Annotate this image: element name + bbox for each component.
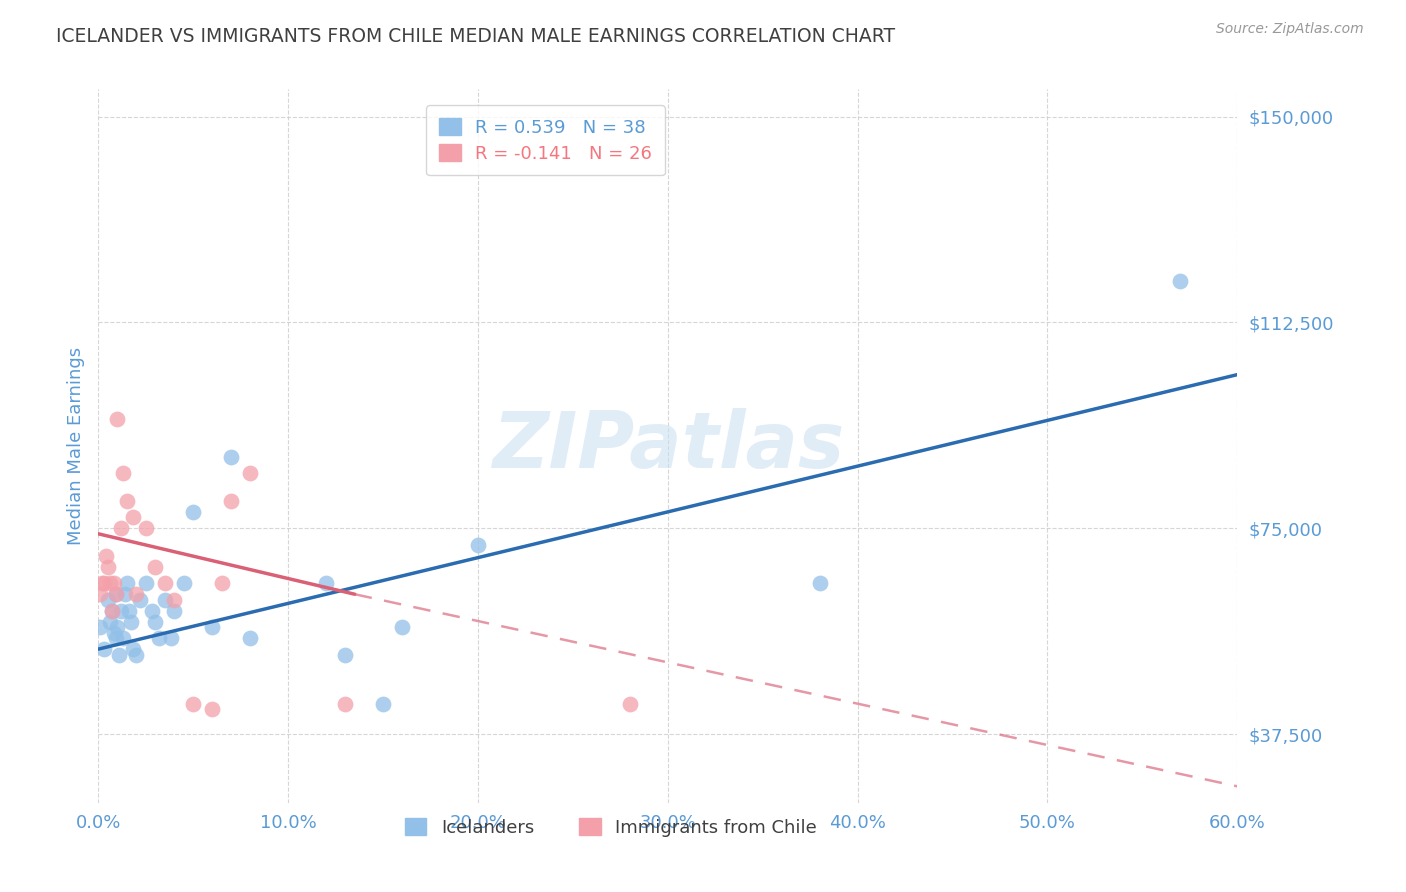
Point: [183, 697, 205, 711]
Point: [89, 620, 111, 634]
Point: [100, 604, 122, 618]
Point: [201, 702, 224, 716]
Point: [211, 576, 233, 591]
Point: [221, 494, 243, 508]
Y-axis label: Median Male Earnings: Median Male Earnings: [66, 347, 84, 545]
Point: [89, 587, 111, 601]
Point: [129, 592, 152, 607]
Point: [141, 604, 163, 618]
Point: [114, 587, 136, 601]
Point: [110, 521, 132, 535]
Point: [201, 620, 224, 634]
Point: [103, 625, 125, 640]
Point: [808, 576, 831, 591]
Point: [335, 697, 357, 711]
Point: [125, 587, 148, 601]
Point: [153, 592, 176, 607]
Point: [145, 615, 167, 629]
Point: [115, 576, 138, 591]
Point: [93, 642, 115, 657]
Point: [163, 604, 186, 618]
Point: [125, 648, 148, 662]
Point: [135, 576, 157, 591]
Point: [371, 697, 394, 711]
Point: [98, 576, 121, 591]
Text: Source: ZipAtlas.com: Source: ZipAtlas.com: [1216, 22, 1364, 37]
Point: [112, 467, 135, 481]
Point: [115, 494, 138, 508]
Point: [97, 559, 120, 574]
Point: [112, 631, 135, 645]
Point: [107, 620, 129, 634]
Point: [1170, 274, 1192, 288]
Point: [103, 576, 125, 591]
Point: [100, 604, 122, 618]
Point: [153, 576, 176, 591]
Point: [121, 642, 143, 657]
Point: [159, 631, 181, 645]
Point: [135, 521, 157, 535]
Point: [118, 604, 141, 618]
Point: [104, 587, 127, 601]
Point: [97, 592, 120, 607]
Point: [94, 549, 117, 563]
Point: [108, 648, 131, 662]
Point: [145, 559, 167, 574]
Text: ZIPatlas: ZIPatlas: [492, 408, 844, 484]
Point: [93, 576, 115, 591]
Point: [239, 467, 262, 481]
Point: [221, 450, 243, 464]
Point: [173, 576, 195, 591]
Point: [107, 411, 129, 425]
Point: [91, 576, 114, 591]
Point: [104, 587, 127, 601]
Point: [335, 648, 357, 662]
Point: [239, 631, 262, 645]
Point: [104, 631, 127, 645]
Point: [120, 615, 142, 629]
Point: [467, 538, 489, 552]
Point: [110, 604, 132, 618]
Text: ICELANDER VS IMMIGRANTS FROM CHILE MEDIAN MALE EARNINGS CORRELATION CHART: ICELANDER VS IMMIGRANTS FROM CHILE MEDIA…: [56, 27, 896, 45]
Legend: Icelanders, Immigrants from Chile: Icelanders, Immigrants from Chile: [398, 811, 824, 844]
Point: [148, 631, 170, 645]
Point: [98, 615, 121, 629]
Point: [391, 620, 413, 634]
Point: [183, 505, 205, 519]
Point: [315, 576, 337, 591]
Point: [121, 510, 143, 524]
Point: [619, 697, 641, 711]
Point: [163, 592, 186, 607]
